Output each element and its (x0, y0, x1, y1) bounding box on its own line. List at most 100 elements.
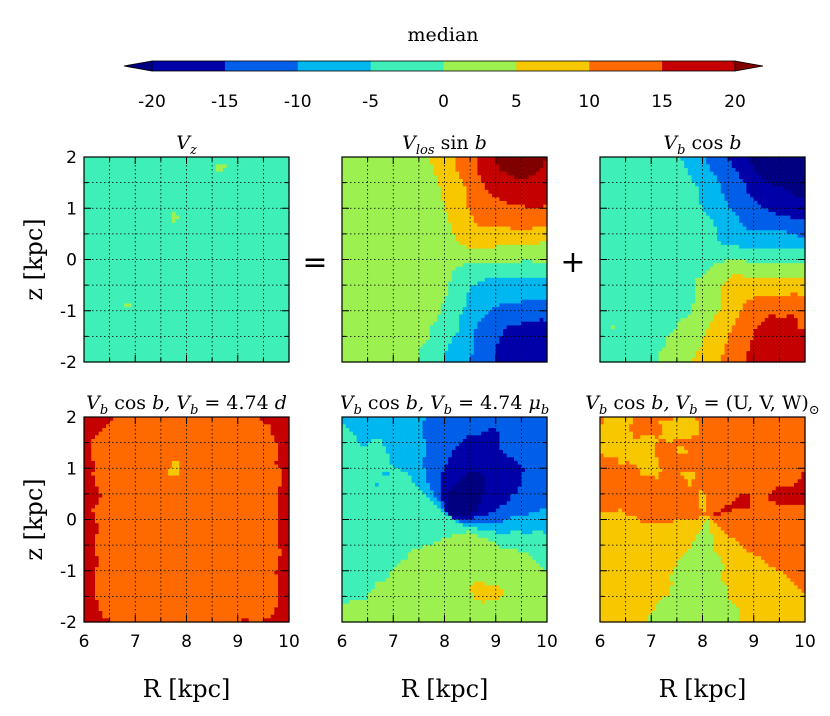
heatmap-cell (444, 200, 449, 206)
heatmap-cell (352, 281, 358, 286)
heatmap-cell (400, 197, 405, 202)
heatmap-cell (274, 354, 279, 359)
heatmap-cell (411, 259, 416, 264)
heatmap-cell (422, 336, 427, 341)
heatmap-cell (116, 160, 122, 165)
heatmap-cell (440, 343, 446, 348)
heatmap-cell (404, 285, 409, 290)
heatmap-cell (219, 329, 224, 334)
heatmap-cell (127, 255, 133, 261)
heatmap-cell (411, 178, 416, 184)
heatmap-cell (418, 288, 424, 294)
heatmap-cell (426, 318, 431, 323)
heatmap-cell (267, 230, 272, 235)
heatmap-cell (190, 230, 195, 235)
heatmap-cell (411, 325, 416, 330)
heatmap-cell (131, 281, 136, 286)
heatmap-cell (248, 237, 253, 242)
heatmap-cell (342, 178, 347, 184)
heatmap-cell (98, 329, 103, 334)
heatmap-cell (98, 215, 103, 220)
heatmap-cell (426, 266, 431, 272)
heatmap-cell (182, 164, 188, 169)
heatmap-cell (396, 318, 402, 323)
heatmap-cell (252, 208, 257, 213)
heatmap-cell (270, 336, 275, 341)
heatmap-cell (378, 307, 383, 312)
heatmap-cell (157, 167, 162, 173)
heatmap-cell (212, 175, 217, 180)
heatmap-cell (105, 189, 111, 195)
heatmap-cell (168, 248, 173, 253)
heatmap-cell (433, 336, 438, 341)
heatmap-cell (374, 340, 380, 345)
heatmap-cell (91, 303, 96, 308)
heatmap-cell (98, 208, 103, 213)
heatmap-cell (245, 263, 250, 268)
heatmap-cell (201, 186, 206, 191)
heatmap-cell (429, 157, 435, 162)
heatmap-cell (400, 285, 405, 290)
heatmap-cell (102, 226, 107, 231)
heatmap-cell (208, 336, 213, 341)
heatmap-cell (230, 167, 235, 173)
heatmap-cell (451, 340, 457, 345)
heatmap-cell (98, 178, 103, 184)
heatmap-cell (230, 200, 235, 206)
heatmap-cell (382, 244, 387, 250)
heatmap-cell (237, 336, 243, 341)
heatmap-cell (378, 281, 383, 286)
heatmap-cell (160, 248, 166, 253)
heatmap-cell (367, 164, 372, 169)
heatmap-cell (356, 244, 361, 250)
heatmap-cell (389, 292, 394, 297)
heatmap-cell (124, 222, 129, 228)
heatmap-cell (179, 211, 184, 217)
heatmap-cell (356, 167, 361, 173)
heatmap-cell (248, 178, 253, 184)
heatmap-cell (219, 244, 224, 250)
heatmap-cell (440, 310, 446, 316)
heatmap-cell (267, 178, 272, 184)
heatmap-cell (422, 200, 427, 206)
heatmap-cell (426, 244, 431, 250)
heatmap-cell (363, 193, 369, 198)
heatmap-cell (193, 189, 199, 195)
heatmap-cell (407, 296, 413, 301)
heatmap-cell (267, 244, 272, 250)
heatmap-cell (407, 248, 413, 253)
heatmap-cell (285, 332, 290, 337)
heatmap-cell (98, 288, 103, 294)
heatmap-cell (201, 197, 206, 202)
heatmap-cell (256, 299, 261, 305)
heatmap-cell (109, 307, 114, 312)
heatmap-cell (356, 186, 361, 191)
heatmap-cell (400, 281, 405, 286)
heatmap-cell (418, 310, 424, 316)
heatmap-cell (146, 204, 151, 209)
heatmap-cell (120, 303, 125, 308)
heatmap-cell (87, 182, 92, 187)
heatmap-cell (135, 197, 140, 202)
heatmap-cell (204, 208, 210, 213)
heatmap-cell (444, 288, 449, 294)
heatmap-cell (241, 255, 246, 261)
heatmap-cell (179, 230, 184, 235)
heatmap-cell (393, 208, 398, 213)
heatmap-cell (256, 215, 261, 220)
heatmap-cell (179, 351, 184, 356)
heatmap-cell (270, 182, 275, 187)
heatmap-cell (349, 340, 354, 345)
heatmap-cell (204, 307, 210, 312)
heatmap-cell (142, 336, 147, 341)
heatmap-cell (382, 299, 387, 305)
heatmap-cell (429, 296, 435, 301)
heatmap-cell (237, 354, 243, 359)
heatmap-cell (102, 329, 107, 334)
heatmap-cell (94, 347, 100, 352)
heatmap-cell (135, 263, 140, 268)
heatmap-cell (363, 211, 369, 217)
heatmap-cell (226, 237, 232, 242)
heatmap-cell (451, 292, 457, 297)
heatmap-cell (356, 351, 361, 356)
